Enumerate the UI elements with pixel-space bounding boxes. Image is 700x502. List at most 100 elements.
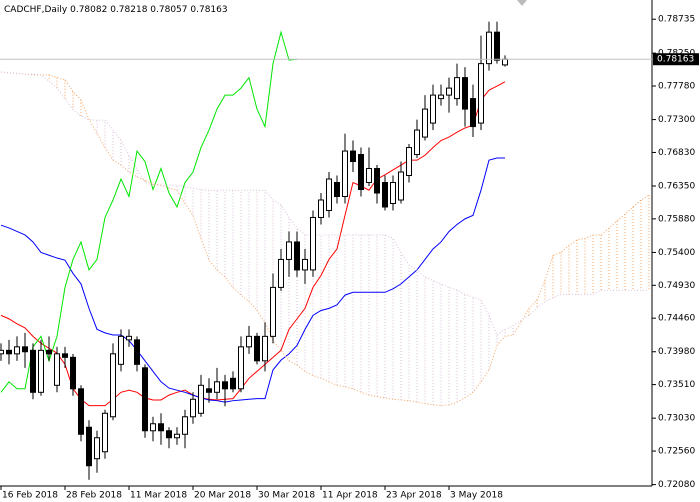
candle-body — [222, 381, 228, 390]
candle-body — [230, 377, 236, 390]
candle-body — [294, 241, 300, 271]
candle-body — [182, 416, 188, 435]
y-tick-label: 0.74460 — [658, 314, 695, 324]
x-tick-label: 16 Feb 2018 — [2, 491, 58, 501]
candle-body — [14, 346, 20, 355]
header-low: 0.78057 — [150, 5, 187, 15]
candle-body — [22, 346, 28, 353]
candle-body — [358, 154, 364, 191]
header-high: 0.78218 — [110, 5, 147, 15]
indicator-line — [0, 157, 505, 403]
candle-body — [110, 353, 116, 418]
candle-body — [254, 335, 260, 362]
x-tick-label: 30 Mar 2018 — [258, 491, 315, 501]
candle-body — [382, 182, 388, 208]
candle-body — [78, 388, 84, 435]
x-tick-label: 11 Mar 2018 — [130, 491, 187, 501]
header-close: 0.78163 — [190, 5, 227, 15]
candle-body — [214, 381, 220, 393]
candle-body — [350, 150, 356, 163]
x-tick-label: 20 Mar 2018 — [194, 491, 251, 501]
y-tick-label: 0.74930 — [658, 281, 695, 291]
y-tick-label: 0.78735 — [658, 15, 695, 25]
candle-body — [86, 426, 92, 467]
candle-body — [158, 423, 164, 432]
candle-body — [414, 129, 420, 156]
header: CADCHF,Daily 0.78082 0.78218 0.78057 0.7… — [4, 5, 228, 15]
shift-marker — [517, 0, 527, 6]
y-tick-label: 0.76830 — [658, 148, 695, 158]
candle-body — [302, 258, 308, 271]
x-tick-label: 11 Apr 2018 — [322, 491, 378, 501]
candle-body — [262, 335, 268, 362]
candle-body — [374, 168, 380, 194]
candle-body — [438, 94, 444, 100]
candle-body — [398, 171, 404, 201]
candle-body — [462, 77, 468, 110]
candle-body — [454, 77, 460, 100]
y-tick-label: 0.73510 — [658, 380, 695, 390]
candle-body — [286, 241, 292, 260]
header-open: 0.78082 — [70, 5, 107, 15]
x-tick-label: 23 Apr 2018 — [386, 491, 442, 501]
candle-body — [390, 182, 396, 204]
candle-body — [406, 147, 412, 177]
candle-body — [38, 349, 44, 393]
candle-body — [502, 58, 508, 66]
candle-body — [278, 258, 284, 288]
candle-body — [46, 349, 52, 355]
candle-body — [430, 94, 436, 124]
price-badge — [653, 53, 699, 66]
candle-body — [366, 168, 372, 184]
candle-body — [486, 31, 492, 65]
candle-body — [422, 108, 428, 138]
candle-body — [470, 98, 476, 128]
candle-body — [94, 437, 100, 460]
candle-body — [478, 63, 484, 124]
y-tick-label: 0.75880 — [658, 214, 695, 224]
y-tick-label: 0.75400 — [658, 248, 695, 258]
candle-body — [126, 335, 132, 341]
candle-body — [190, 398, 196, 418]
x-tick-label: 3 May 2018 — [450, 491, 503, 501]
candle-body — [206, 388, 212, 393]
candle-body — [6, 349, 12, 355]
candle-body — [326, 178, 332, 211]
y-tick-label: 0.76350 — [658, 182, 695, 192]
y-tick-label: 0.77300 — [658, 115, 695, 125]
candle-body — [310, 216, 316, 271]
candle-body — [118, 335, 124, 365]
candle-body — [174, 433, 180, 439]
price-label: 0.78163 — [657, 55, 694, 65]
candle-body — [334, 182, 340, 197]
candle-body — [238, 346, 244, 390]
candle-body — [70, 356, 76, 390]
indicator-line — [0, 30, 298, 393]
candle-body — [446, 87, 452, 96]
y-tick-label: 0.77780 — [658, 82, 695, 92]
candle-body — [134, 339, 140, 365]
indicator-line — [0, 81, 506, 407]
candle-body — [198, 384, 204, 414]
y-tick-label: 0.72560 — [658, 447, 695, 457]
x-tick-label: 28 Feb 2018 — [66, 491, 122, 501]
candle-body — [270, 286, 276, 337]
y-tick-label: 0.73980 — [658, 347, 695, 357]
candle-body — [246, 335, 252, 348]
candle-body — [0, 349, 4, 355]
candle-body — [62, 353, 68, 358]
candle-body — [318, 199, 324, 218]
candle-body — [142, 367, 148, 432]
candle-body — [494, 31, 500, 61]
candle-body — [30, 349, 36, 393]
candle-body — [166, 430, 172, 439]
candle-body — [54, 353, 60, 386]
cloud-edge — [0, 71, 649, 336]
symbol: CADCHF,Daily — [4, 5, 68, 15]
y-tick-label: 0.72080 — [658, 480, 695, 490]
candle-body — [102, 412, 108, 453]
candle-body — [342, 150, 348, 197]
